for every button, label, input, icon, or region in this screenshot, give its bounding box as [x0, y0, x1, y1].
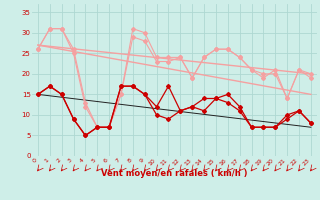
- X-axis label: Vent moyen/en rafales ( km/h ): Vent moyen/en rafales ( km/h ): [101, 169, 248, 178]
